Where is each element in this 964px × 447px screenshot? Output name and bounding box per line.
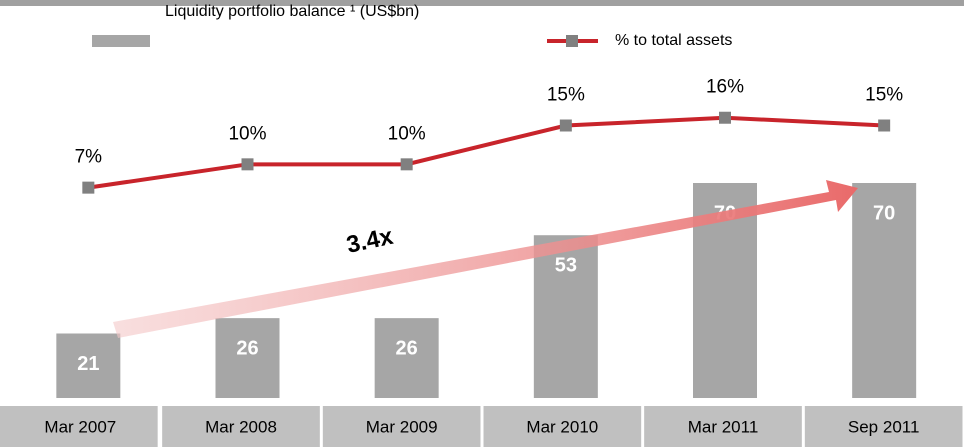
marker — [400, 158, 413, 171]
marker — [241, 158, 254, 171]
category-box — [483, 406, 642, 447]
x-tick-label: Mar 2007 — [44, 417, 116, 436]
legend-swatch-marker — [566, 35, 578, 47]
x-tick-label: Mar 2008 — [205, 417, 277, 436]
line-label: 10% — [228, 123, 266, 144]
line-label: 16% — [706, 77, 744, 98]
legend-swatch-bar — [92, 35, 150, 47]
bar — [852, 183, 917, 398]
category-box — [322, 406, 481, 447]
category-box — [644, 406, 802, 447]
category-box — [162, 406, 320, 447]
marker — [878, 119, 891, 132]
x-tick-label: Mar 2009 — [366, 417, 438, 436]
marker — [719, 111, 731, 124]
category-box — [0, 406, 158, 447]
bar — [56, 333, 121, 398]
line-label: 15% — [865, 85, 903, 106]
bar — [533, 235, 598, 398]
growth-arrow — [113, 180, 858, 338]
top-rule — [0, 0, 964, 6]
bar-label: 26 — [396, 337, 418, 359]
bar — [215, 318, 280, 398]
annotation: 3.4x — [344, 223, 396, 259]
legend-label: % to total assets — [615, 32, 732, 49]
x-tick-label: Mar 2011 — [688, 417, 759, 436]
bar-label: 21 — [77, 353, 99, 375]
marker — [559, 119, 572, 132]
line — [88, 115, 885, 190]
legend-label: Liquidity portfolio balance ¹ (US$bn) — [165, 3, 420, 20]
category-box — [804, 406, 963, 447]
bar-label: 53 — [555, 254, 577, 276]
line-label: 10% — [388, 123, 426, 144]
bar-label: 70 — [873, 202, 895, 224]
bar — [374, 318, 439, 398]
bar-label: 26 — [236, 337, 258, 359]
marker — [82, 181, 95, 194]
x-tick-label: Sep 2011 — [848, 417, 920, 436]
x-tick-label: Mar 2010 — [526, 417, 598, 436]
line-label: 15% — [547, 85, 585, 106]
line-label: 7% — [75, 147, 103, 168]
